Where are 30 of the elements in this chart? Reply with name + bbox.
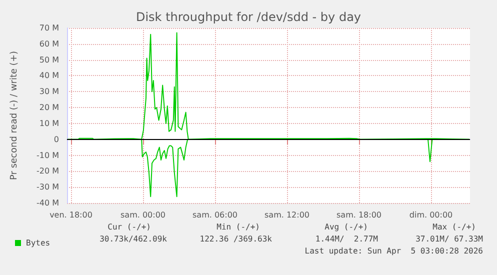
y-tick-label: -40 M — [36, 198, 60, 208]
x-tick-label: dim. 00:00 — [409, 210, 453, 220]
y-axis-title: Pr second read (-) / write (+) — [10, 51, 20, 180]
text: Avg (-/+) — [324, 222, 368, 232]
x-tick-label: sam. 12:00 — [264, 210, 310, 220]
x-tick-label: sam. 06:00 — [192, 210, 238, 220]
text: 30.73k/462.09k — [100, 234, 168, 244]
y-tick-label: 30 M — [39, 87, 60, 96]
legend-label: Bytes — [26, 238, 50, 248]
text: Max (-/+) — [432, 222, 476, 232]
text: Cur (-/+) — [108, 222, 151, 232]
y-tick-label: -10 M — [36, 150, 60, 160]
y-tick-label: -30 M — [36, 182, 60, 192]
text: 37.01M/ 67.33M — [416, 234, 484, 244]
chart-title: Disk throughput for /dev/sdd - by day — [136, 10, 362, 24]
y-tick-label: 20 M — [39, 103, 60, 112]
text: 122.36 /369.63k — [200, 234, 272, 244]
y-tick-label: 60 M — [39, 39, 60, 48]
y-tick-label: 50 M — [39, 55, 60, 64]
y-tick-label: 40 M — [39, 71, 60, 80]
text: 1.44M/ 2.77M — [315, 234, 378, 244]
x-tick-label: ven. 18:00 — [50, 210, 92, 220]
text: Min (-/+) — [216, 222, 260, 232]
x-tick-label: sam. 18:00 — [336, 210, 382, 220]
y-tick-label: -20 M — [36, 166, 60, 176]
y-tick-label: 0 — [54, 134, 59, 144]
text: Last update: Sun Apr 5 03:00:28 2026 — [304, 246, 484, 256]
x-tick-label: sam. 00:00 — [120, 210, 166, 220]
y-tick-label: 10 M — [39, 118, 60, 128]
y-tick-label: 70 M — [39, 24, 60, 32]
